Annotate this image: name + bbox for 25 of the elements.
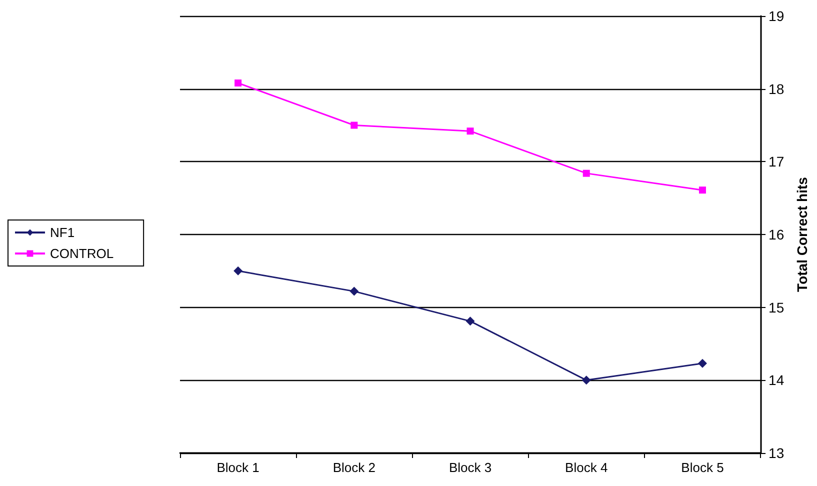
y-tick-label: 13 — [768, 445, 784, 461]
y-tick-label: 14 — [768, 372, 784, 388]
point — [234, 266, 243, 276]
legend-label: NF1 — [50, 225, 75, 240]
point — [582, 376, 591, 385]
y-tick-label: 15 — [768, 299, 784, 316]
y-tick-label: 16 — [768, 226, 784, 242]
x-tick-label: Block 2 — [332, 460, 376, 475]
point — [698, 186, 706, 194]
point — [466, 128, 474, 135]
point — [350, 286, 359, 296]
point — [582, 170, 590, 177]
legend-label: CONTROL — [50, 246, 114, 261]
y-tick-label: 18 — [768, 80, 784, 97]
y2-axis-title: Total Correct hits — [794, 176, 810, 292]
y-tick-label: 19 — [768, 8, 784, 24]
point — [698, 358, 707, 368]
x-tick-label: Block 1 — [216, 460, 260, 475]
x-tick-label: Block 5 — [681, 460, 724, 475]
y-tick-label: 17 — [768, 154, 784, 170]
point — [234, 80, 242, 87]
point — [350, 122, 358, 129]
x-tick-label: Block 4 — [565, 460, 608, 475]
x-tick-label: Block 3 — [448, 460, 492, 475]
point — [466, 316, 475, 326]
